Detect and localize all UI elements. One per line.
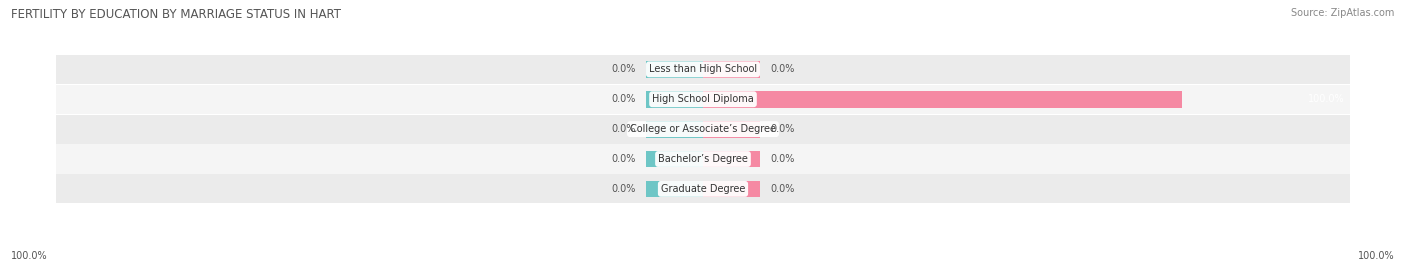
Text: 0.0%: 0.0% (770, 124, 794, 134)
Text: 0.0%: 0.0% (612, 184, 636, 194)
Bar (645, 91, 703, 108)
Text: 0.0%: 0.0% (770, 184, 794, 194)
Text: 0.0%: 0.0% (612, 124, 636, 134)
Bar (56, 85, 1350, 114)
Text: 100.0%: 100.0% (11, 251, 48, 261)
Text: High School Diploma: High School Diploma (652, 94, 754, 104)
Text: 100.0%: 100.0% (1309, 94, 1346, 104)
Text: 0.0%: 0.0% (612, 94, 636, 104)
Bar (703, 151, 761, 167)
Text: Less than High School: Less than High School (650, 64, 756, 74)
Text: College or Associate’s Degree: College or Associate’s Degree (630, 124, 776, 134)
Bar (56, 115, 1350, 144)
Bar (645, 151, 703, 167)
Bar (645, 180, 703, 197)
Text: 0.0%: 0.0% (770, 154, 794, 164)
Text: 100.0%: 100.0% (1358, 251, 1395, 261)
Bar (645, 121, 703, 137)
Bar (703, 180, 761, 197)
Text: Graduate Degree: Graduate Degree (661, 184, 745, 194)
Text: 0.0%: 0.0% (770, 64, 794, 74)
Text: 0.0%: 0.0% (612, 154, 636, 164)
Bar (703, 61, 761, 78)
Bar (703, 121, 761, 137)
Text: 0.0%: 0.0% (612, 64, 636, 74)
Bar (56, 174, 1350, 203)
Bar (645, 61, 703, 78)
Bar (56, 144, 1350, 174)
Bar (56, 55, 1350, 84)
Text: Source: ZipAtlas.com: Source: ZipAtlas.com (1291, 8, 1395, 18)
Bar (703, 91, 1182, 108)
Text: FERTILITY BY EDUCATION BY MARRIAGE STATUS IN HART: FERTILITY BY EDUCATION BY MARRIAGE STATU… (11, 8, 342, 21)
Text: Bachelor’s Degree: Bachelor’s Degree (658, 154, 748, 164)
